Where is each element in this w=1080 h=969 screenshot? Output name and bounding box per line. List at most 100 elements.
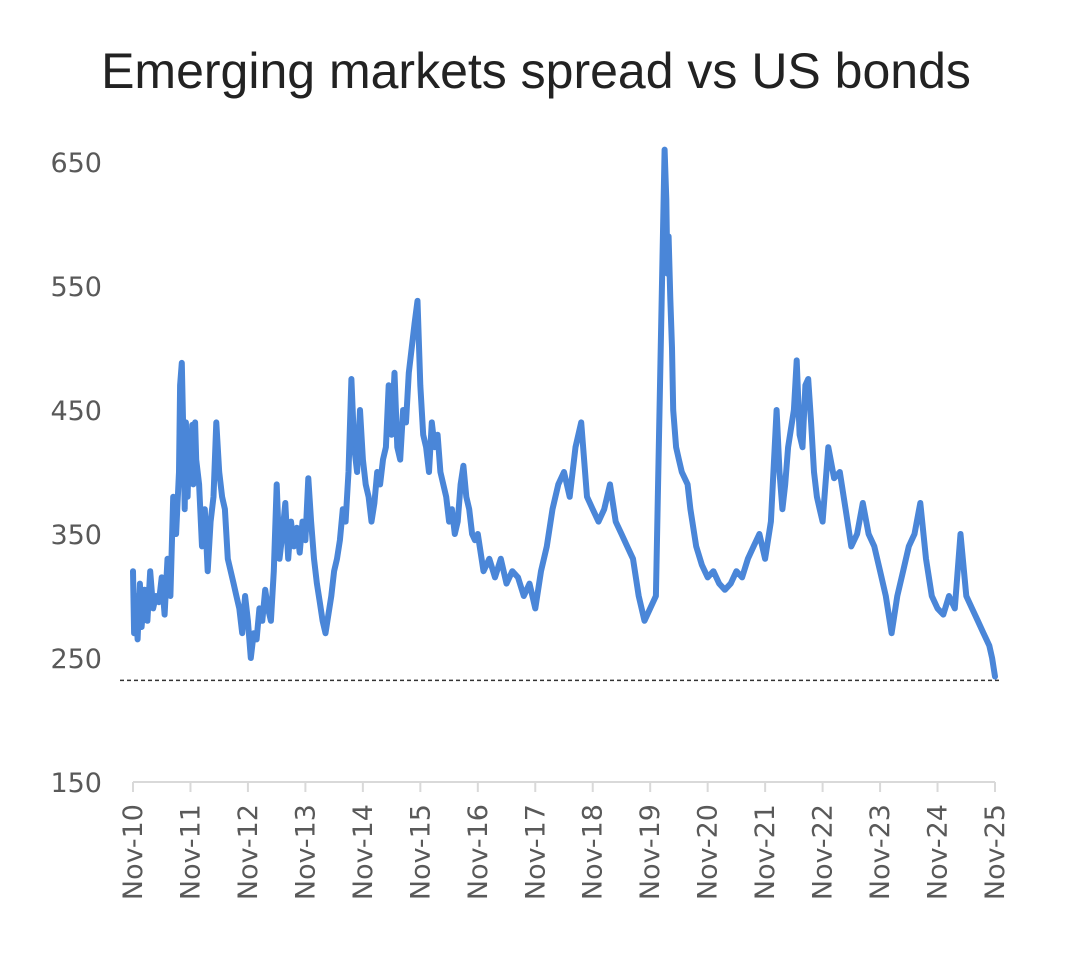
data-point	[212, 496, 215, 498]
data-point	[310, 520, 312, 523]
data-point	[413, 322, 416, 325]
data-point	[298, 551, 301, 554]
data-point	[991, 657, 993, 659]
data-point	[468, 508, 471, 511]
data-point	[290, 520, 292, 523]
data-point	[500, 558, 502, 560]
data-point	[191, 424, 193, 426]
data-point	[758, 533, 761, 535]
data-point	[784, 483, 786, 486]
y-tick-label: 550	[50, 272, 102, 303]
data-point	[540, 570, 542, 572]
data-point	[462, 465, 465, 467]
data-point	[321, 620, 324, 622]
data-point	[188, 434, 191, 436]
data-point	[477, 533, 479, 535]
data-point	[319, 601, 321, 603]
data-point	[818, 508, 821, 511]
data-point	[347, 471, 350, 473]
data-point	[301, 520, 304, 523]
y-tick-label: 150	[50, 768, 102, 799]
series-line-emerging-markets-spread	[130, 146, 998, 680]
data-point	[258, 607, 261, 610]
data-point	[982, 632, 985, 634]
data-point	[948, 595, 950, 597]
data-point	[546, 545, 548, 548]
data-point	[804, 384, 807, 387]
data-point	[146, 620, 149, 622]
data-point	[787, 446, 789, 449]
x-axis-tick-marks	[132, 782, 996, 792]
data-point	[393, 372, 396, 374]
data-point	[626, 545, 628, 548]
data-point	[238, 607, 241, 610]
data-point	[844, 508, 847, 511]
data-point	[689, 508, 692, 511]
data-point	[419, 384, 422, 387]
data-point	[387, 384, 390, 387]
data-point	[867, 533, 870, 535]
data-point	[671, 347, 673, 349]
data-point	[158, 601, 160, 603]
data-point	[471, 533, 473, 535]
data-point	[896, 595, 899, 597]
data-point	[718, 582, 720, 585]
data-point	[632, 558, 634, 560]
data-point	[163, 613, 166, 616]
data-point	[609, 483, 611, 486]
data-point	[523, 595, 525, 597]
data-point	[873, 545, 876, 548]
data-point	[416, 300, 419, 302]
data-point	[379, 483, 381, 486]
data-point	[353, 446, 356, 449]
series-points	[132, 148, 996, 678]
data-point	[264, 589, 267, 591]
data-point	[620, 533, 623, 535]
data-point	[293, 545, 295, 548]
data-point	[376, 471, 379, 473]
x-tick-label: Nov-10	[118, 804, 149, 900]
data-point	[364, 483, 367, 486]
data-point	[324, 632, 327, 634]
data-point	[706, 576, 709, 579]
data-point	[574, 446, 577, 449]
data-point	[183, 508, 186, 511]
x-tick-label: Nov-19	[635, 804, 666, 900]
data-point	[637, 595, 640, 597]
data-point	[181, 362, 183, 364]
data-point	[778, 471, 781, 473]
data-point	[686, 483, 689, 486]
data-point	[431, 421, 433, 424]
data-point	[568, 496, 571, 498]
data-point	[235, 595, 238, 597]
data-point	[342, 508, 344, 511]
data-point	[206, 570, 209, 572]
data-point	[224, 508, 226, 511]
data-point	[517, 576, 519, 579]
data-point	[660, 297, 663, 300]
x-tick-label: Nov-22	[808, 804, 839, 900]
data-point	[155, 595, 157, 597]
data-point	[695, 545, 697, 548]
data-point	[152, 607, 154, 610]
data-point	[474, 539, 476, 541]
data-point	[316, 582, 318, 585]
data-point	[655, 595, 657, 597]
data-point	[798, 434, 801, 436]
data-point	[672, 409, 674, 411]
x-tick-label: Nov-12	[233, 804, 264, 900]
data-point	[454, 533, 456, 535]
chart-title: Emerging markets spread vs US bonds	[101, 43, 971, 99]
data-point	[422, 434, 425, 436]
data-point	[925, 558, 927, 560]
data-point	[597, 520, 600, 523]
data-point	[451, 508, 453, 511]
data-point	[603, 508, 605, 511]
data-point	[666, 272, 669, 275]
data-point	[890, 632, 893, 634]
data-point	[330, 595, 333, 597]
data-point	[813, 471, 815, 473]
data-point	[241, 632, 243, 634]
data-point	[229, 570, 232, 572]
data-point	[362, 458, 364, 461]
